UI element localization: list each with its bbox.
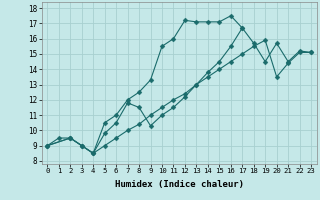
X-axis label: Humidex (Indice chaleur): Humidex (Indice chaleur) [115,180,244,189]
